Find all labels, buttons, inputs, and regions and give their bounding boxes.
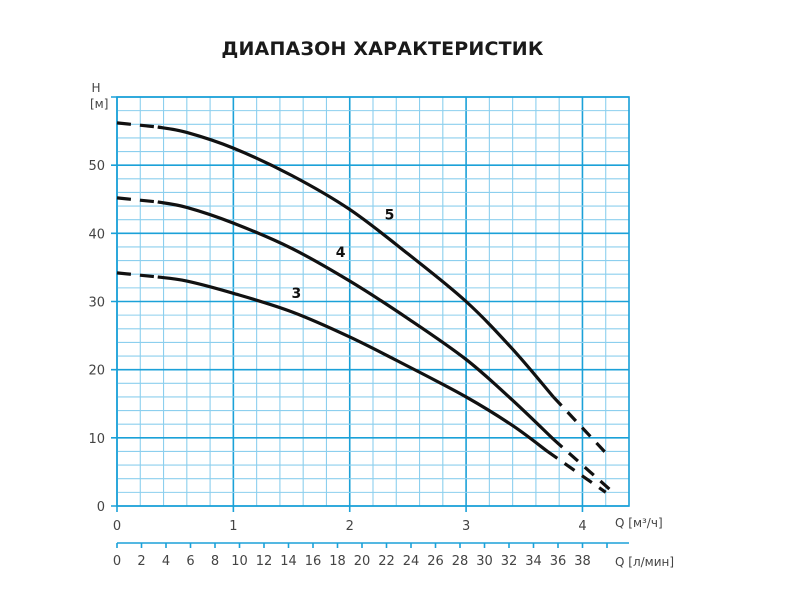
curve-solid xyxy=(157,200,555,441)
curve-label: 3 xyxy=(292,286,302,302)
x-secondary-tick-label: 32 xyxy=(501,554,518,569)
curve-dashed-start xyxy=(116,196,158,204)
x-secondary-tick-label: 10 xyxy=(231,554,248,569)
x-secondary-tick-label: 20 xyxy=(354,554,371,569)
curve-dashed-start xyxy=(116,121,158,129)
curve-dashed-end xyxy=(552,438,613,493)
grid xyxy=(111,96,630,512)
curve-dashed-end xyxy=(546,450,607,494)
x-axis-top-label: Q [м³/ч] xyxy=(615,516,663,530)
y-tick-label: 10 xyxy=(88,432,105,447)
curve-4: 4 xyxy=(116,196,613,493)
x-axis-bottom-label: Q [л/мин] xyxy=(615,555,674,569)
x-tick-label: 0 xyxy=(113,519,121,534)
x-secondary-tick-label: 14 xyxy=(280,554,297,569)
x-secondary-tick-label: 12 xyxy=(256,554,273,569)
curve-dashed-end xyxy=(552,395,607,454)
x-secondary-tick-label: 2 xyxy=(137,554,145,569)
curve-3: 3 xyxy=(116,271,607,494)
x-tick-label: 1 xyxy=(229,519,237,534)
curve-label: 5 xyxy=(385,208,395,224)
chart-title: ДИАПАЗОН ХАРАКТЕРИСТИК xyxy=(221,38,544,60)
x-tick-label: 3 xyxy=(462,519,470,534)
y-tick-label: 20 xyxy=(88,364,105,379)
x-secondary-tick-label: 26 xyxy=(427,554,444,569)
curve-dashed-start xyxy=(116,271,158,279)
x-secondary-tick-label: 16 xyxy=(305,554,322,569)
curve-5: 5 xyxy=(116,121,607,454)
x-secondary-tick-label: 30 xyxy=(476,554,493,569)
x-secondary-tick-label: 22 xyxy=(378,554,395,569)
x-secondary-tick-label: 8 xyxy=(211,554,219,569)
x-secondary-tick-label: 24 xyxy=(403,554,420,569)
y-tick-label: 40 xyxy=(88,227,105,242)
y-tick-label: 50 xyxy=(88,159,105,174)
x-secondary-tick-label: 4 xyxy=(162,554,170,569)
y-axis-symbol: H xyxy=(91,81,100,95)
y-tick-label: 0 xyxy=(97,500,105,515)
y-tick-label: 30 xyxy=(88,296,105,311)
x-tick-label: 4 xyxy=(578,519,586,534)
x-secondary-tick-label: 38 xyxy=(574,554,591,569)
curve-solid xyxy=(157,125,555,398)
x-secondary-tick-label: 6 xyxy=(186,554,194,569)
performance-curves: 5 4 3 xyxy=(116,121,613,494)
curve-label: 4 xyxy=(336,245,346,261)
x-secondary-tick-label: 36 xyxy=(550,554,567,569)
x-secondary-tick-label: 18 xyxy=(329,554,346,569)
x-secondary-tick-label: 34 xyxy=(525,554,542,569)
plot-border xyxy=(116,96,630,507)
x-tick-label: 2 xyxy=(346,519,354,534)
y-axis-unit: [м] xyxy=(90,97,108,111)
curve-solid xyxy=(157,275,549,453)
x-secondary-tick-label: 28 xyxy=(452,554,469,569)
x-secondary-tick-label: 0 xyxy=(113,554,121,569)
